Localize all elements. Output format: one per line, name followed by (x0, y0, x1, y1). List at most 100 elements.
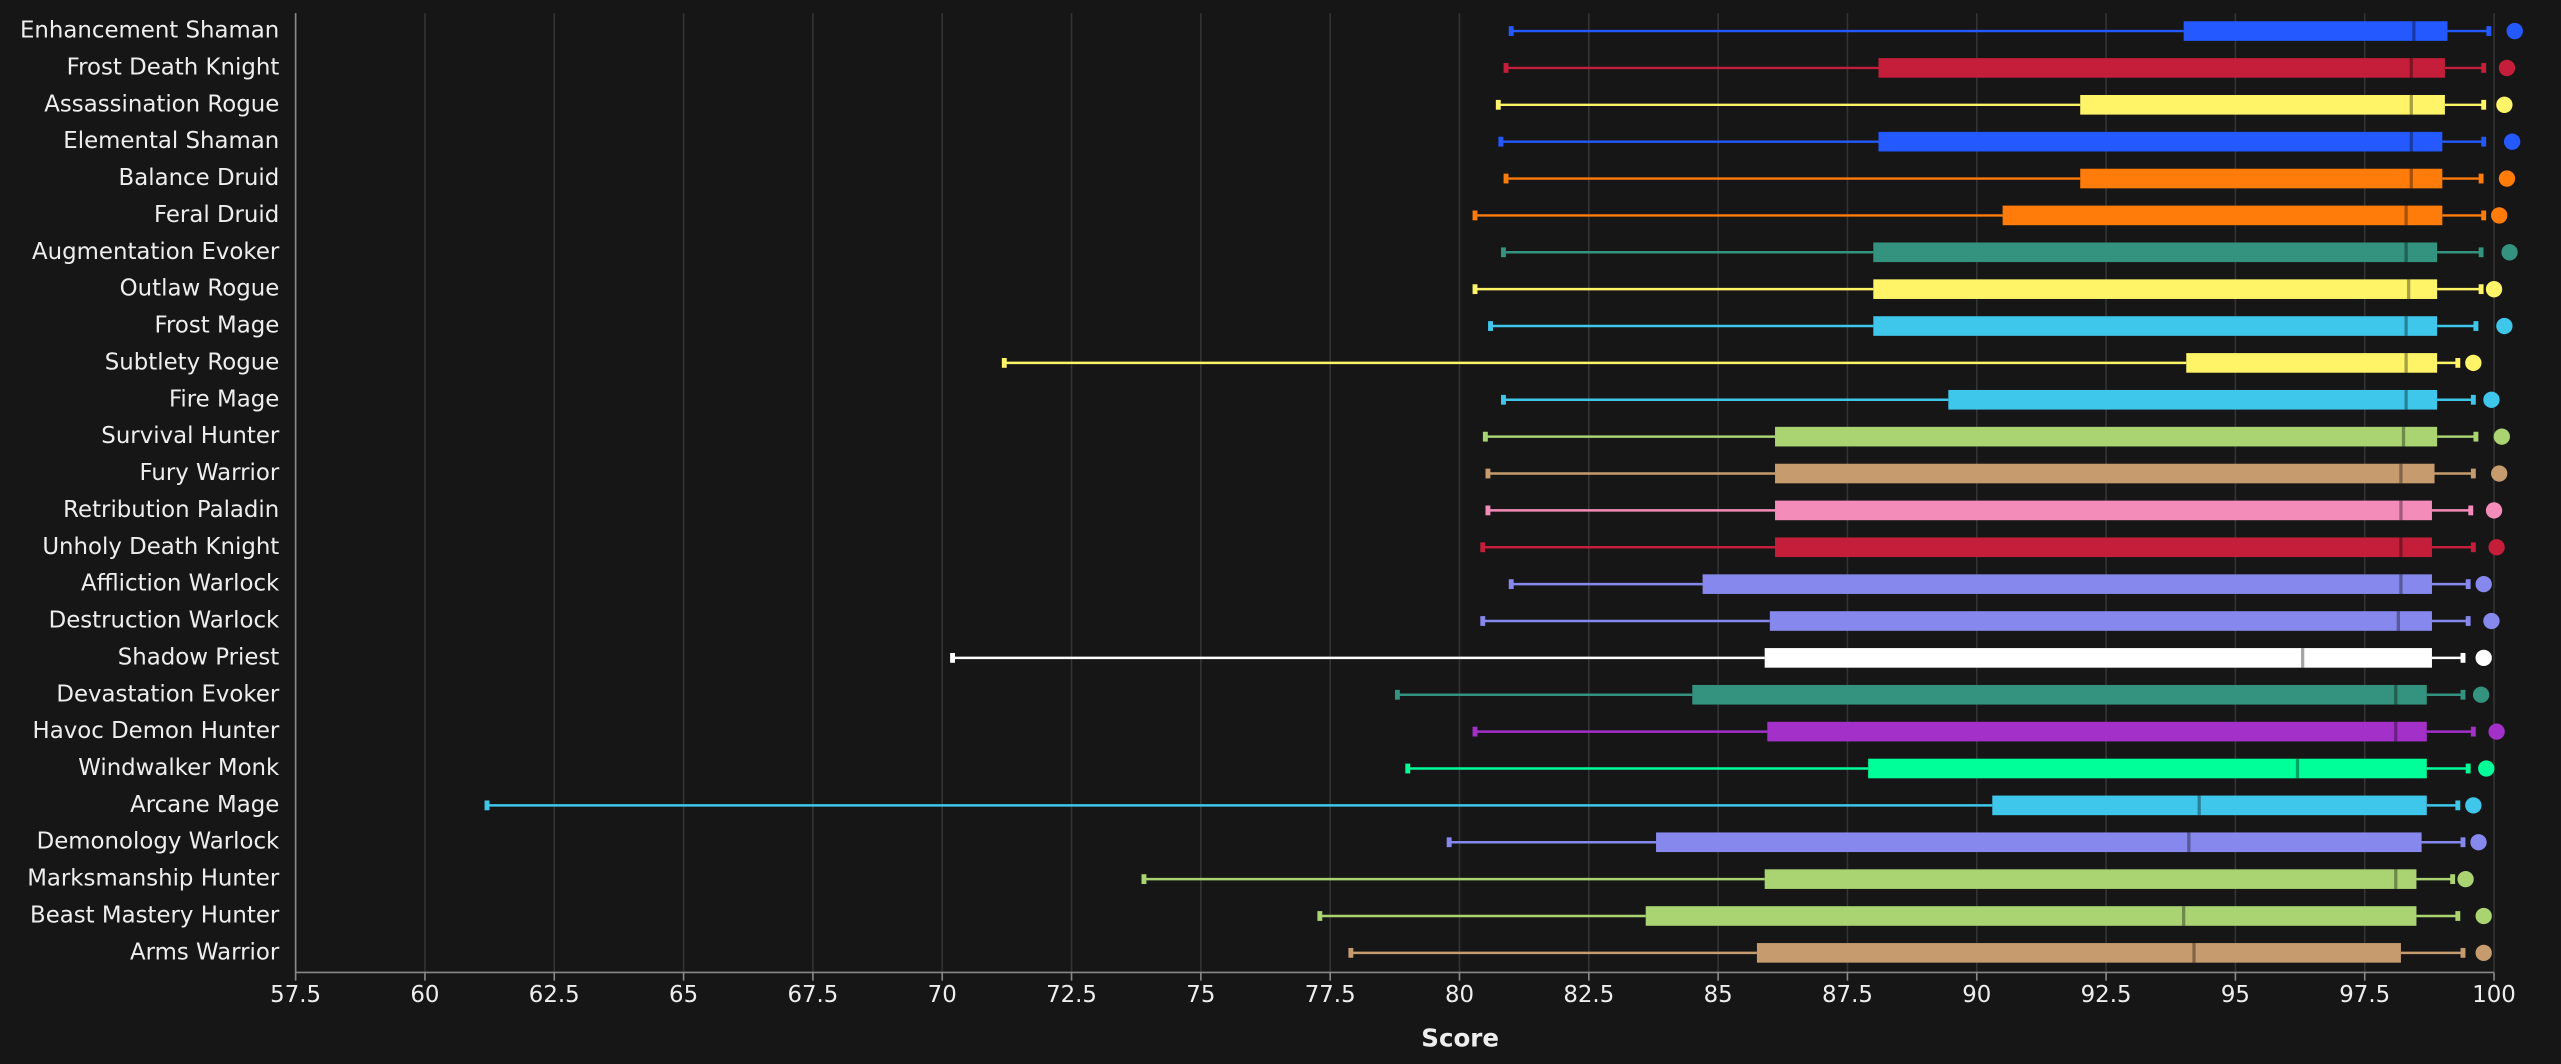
y-tick-label: Beast Mastery Hunter (30, 902, 280, 928)
point (2501, 244, 2518, 261)
y-tick-label: Assassination Rogue (44, 91, 279, 117)
y-tick-label: Affliction Warlock (81, 571, 280, 597)
point (2491, 207, 2508, 224)
y-tick-label: Subtlety Rogue (105, 349, 280, 375)
point (2475, 649, 2492, 667)
y-tick-label: Fire Mage (169, 386, 279, 412)
point (2475, 944, 2492, 962)
y-tick-label: Outlaw Rogue (120, 276, 280, 302)
point (2491, 465, 2508, 482)
box (1692, 684, 2427, 705)
y-tick-label: Shadow Priest (118, 644, 280, 670)
x-tick-label: 82.5 (1563, 982, 1614, 1008)
y-tick-label: Survival Hunter (101, 423, 280, 449)
point (2465, 354, 2482, 372)
point (2485, 502, 2503, 519)
box (1873, 279, 2438, 299)
point (2503, 133, 2521, 150)
y-tick-label: Frost Mage (155, 313, 280, 339)
point (2478, 760, 2495, 777)
y-tick-label: Arms Warrior (130, 939, 280, 965)
point (2498, 59, 2516, 77)
x-tick-label: 65 (669, 982, 698, 1008)
y-tick-label: Enhancement Shaman (20, 18, 279, 44)
x-tick-label: 90 (1962, 982, 1991, 1008)
point (2470, 834, 2487, 851)
x-tick-label: 87.5 (1822, 982, 1873, 1008)
point (2496, 96, 2513, 113)
box (1769, 611, 2432, 631)
x-tick-label: 62.5 (529, 982, 580, 1008)
y-tick-label: Feral Druid (154, 202, 279, 228)
point (2488, 539, 2505, 556)
x-tick-label: 70 (928, 982, 957, 1008)
box (1878, 58, 2445, 78)
x-tick-label: 67.5 (787, 982, 838, 1008)
box (1775, 537, 2432, 558)
x-axis-label: Score (1421, 1023, 1499, 1052)
box (1775, 463, 2435, 484)
point (2496, 317, 2513, 335)
x-tick-label: 95 (2221, 982, 2250, 1008)
y-tick-label: Balance Druid (119, 165, 280, 191)
y-tick-label: Fury Warrior (139, 460, 279, 486)
x-tick-label: 85 (1704, 982, 1733, 1008)
x-tick-label: 77.5 (1305, 982, 1356, 1008)
point (2498, 170, 2516, 187)
y-tick-label: Augmentation Evoker (32, 239, 280, 265)
x-tick-label: 97.5 (2339, 982, 2390, 1008)
point (2485, 280, 2503, 298)
point (2465, 797, 2482, 814)
y-tick-label: Windwalker Monk (78, 755, 280, 781)
box (1764, 869, 2417, 889)
x-tick-label: 100 (2472, 982, 2516, 1008)
point (2483, 391, 2500, 408)
box (2080, 94, 2445, 115)
y-tick-label: Destruction Warlock (49, 608, 280, 634)
x-tick-label: 80 (1445, 982, 1474, 1008)
x-tick-label: 92.5 (2081, 982, 2132, 1008)
box (1948, 389, 2438, 410)
box (1702, 574, 2432, 594)
y-tick-label: Unholy Death Knight (42, 534, 279, 560)
y-tick-label: Frost Death Knight (67, 54, 280, 80)
box (1775, 426, 2438, 447)
box (1775, 500, 2432, 521)
box (2186, 353, 2438, 373)
point (2472, 686, 2490, 703)
box (1878, 131, 2443, 152)
x-tick-label: 60 (410, 982, 439, 1008)
y-tick-label: Havoc Demon Hunter (33, 718, 280, 744)
box (1992, 795, 2427, 816)
y-tick-label: Elemental Shaman (63, 128, 279, 154)
y-tick-label: Retribution Paladin (63, 497, 279, 523)
box (1873, 316, 2438, 336)
y-tick-label: Demonology Warlock (37, 829, 280, 855)
box (1645, 906, 2417, 926)
box (1873, 242, 2438, 263)
point (2483, 612, 2500, 630)
point (2475, 907, 2492, 925)
box (1756, 943, 2401, 963)
point (2457, 870, 2474, 888)
x-tick-label: 57.5 (270, 982, 321, 1008)
box (2002, 205, 2443, 226)
box (1656, 832, 2422, 853)
box (2183, 21, 2448, 41)
x-tick-label: 72.5 (1046, 982, 1097, 1008)
box (1767, 721, 2427, 742)
box (1868, 758, 2427, 779)
y-tick-label: Marksmanship Hunter (27, 866, 280, 892)
point (2506, 22, 2523, 40)
y-tick-label: Arcane Mage (130, 792, 279, 818)
point (2475, 575, 2492, 593)
box (2080, 168, 2443, 189)
y-tick-label: Devastation Evoker (56, 681, 280, 707)
box (1764, 648, 2432, 668)
point (2488, 723, 2505, 740)
x-tick-label: 75 (1186, 982, 1215, 1008)
point (2493, 428, 2510, 445)
